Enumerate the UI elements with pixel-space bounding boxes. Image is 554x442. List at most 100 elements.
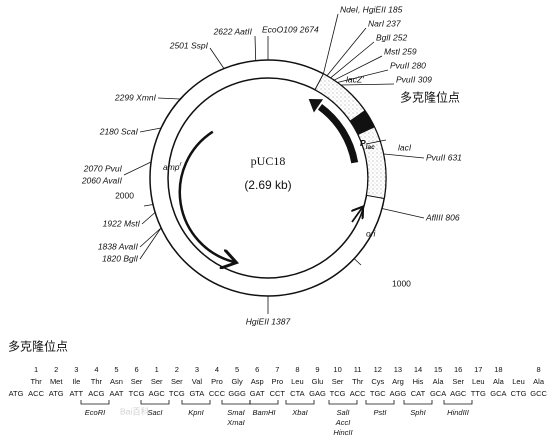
residue-number: 16 <box>454 365 462 374</box>
codon: TCG <box>330 389 346 398</box>
codon: CCC <box>209 389 226 398</box>
codon: TTG <box>471 389 486 398</box>
site-labels: NdeI, HgiEII 185 NarI 237 BglI 252 MstI … <box>81 4 462 326</box>
leader <box>209 47 225 69</box>
amino-acid: Pro <box>211 377 223 386</box>
leader <box>123 161 152 176</box>
amino-acid: Pro <box>271 377 283 386</box>
residue-number: 8 <box>537 365 541 374</box>
codon: AGG <box>390 389 407 398</box>
residue-number: 3 <box>74 365 78 374</box>
amino-acid: Thr <box>352 377 364 386</box>
leader <box>326 27 367 77</box>
enzyme-label: SacI <box>147 408 162 417</box>
residue-number: 1 <box>34 365 38 374</box>
amino-acid: Leu <box>472 377 485 386</box>
residue-number: 15 <box>434 365 442 374</box>
residue-number: 13 <box>394 365 402 374</box>
site-label: 2622 AatII <box>213 26 253 36</box>
enzyme-label: PstI <box>374 408 387 417</box>
residue-number: 4 <box>215 365 219 374</box>
residue-number: 17 <box>474 365 482 374</box>
codon: GCC <box>530 389 547 398</box>
site-bracket <box>443 400 473 405</box>
leader <box>139 227 162 260</box>
codon: CAT <box>411 389 426 398</box>
residue-number: 9 <box>315 365 319 374</box>
amino-acid: Ala <box>433 377 445 386</box>
enzyme-label: EcoRI <box>85 408 105 417</box>
site-label: PvuII 631 <box>426 152 462 162</box>
enzyme-label: XmaI <box>226 418 245 427</box>
enzyme-label: XbaI <box>291 408 307 417</box>
residue-number: 10 <box>333 365 341 374</box>
residue-number: 1 <box>155 365 159 374</box>
leader <box>383 153 425 159</box>
watermark: Bai百科 <box>120 406 150 416</box>
residue-number: 4 <box>94 365 98 374</box>
mcs-title: 多克隆位点 <box>8 339 68 354</box>
codon: TGC <box>370 389 386 398</box>
mcs-callout: 多克隆位点 <box>400 90 460 105</box>
residue-number: 18 <box>494 365 502 374</box>
site-bracket <box>328 400 358 405</box>
site-label: NarI 237 <box>368 18 401 28</box>
amino-acid: Ser <box>452 377 464 386</box>
enzyme-label: SalI <box>337 408 350 417</box>
leader <box>330 41 375 79</box>
position-label: 2000 <box>115 190 134 200</box>
position-label: 1000 <box>392 278 411 288</box>
codon: GAG <box>309 389 326 398</box>
amino-acid: Ser <box>171 377 183 386</box>
amino-acid: Ala <box>533 377 545 386</box>
plac-arrowhead <box>308 99 323 113</box>
site-label: 2070 PvuI <box>83 163 123 173</box>
codon: AGC <box>149 389 166 398</box>
amino-acid: Gly <box>231 377 243 386</box>
mcs-sequence: ATG 1 Thr ACC 2 Met ATG 3 Ile ATT 4 Thr ACG 5 Asn AAT 6 S… <box>9 365 548 437</box>
mcs-box <box>349 110 375 135</box>
amino-acid: Glu <box>312 377 324 386</box>
site-label: BglI 252 <box>376 32 407 42</box>
enzyme-label: SmaI <box>227 408 245 417</box>
site-label: EcoO109 2674 <box>262 24 319 34</box>
leader <box>141 212 156 225</box>
codon: CCT <box>270 389 286 398</box>
site-label: PvuII 309 <box>396 74 432 84</box>
gene-label: lacI <box>398 142 412 152</box>
leader <box>337 69 389 83</box>
plasmid-name: pUC18 <box>251 154 286 168</box>
lac-region <box>314 73 387 200</box>
amino-acid: Ser <box>332 377 344 386</box>
amino-acid: Asp <box>251 377 264 386</box>
amino-acid: Leu <box>512 377 525 386</box>
site-bracket <box>181 400 211 405</box>
residue-number: 8 <box>295 365 299 374</box>
codon: TCG <box>169 389 185 398</box>
site-label: AflIII 806 <box>425 212 460 222</box>
amino-acid: Ile <box>72 377 80 386</box>
codon: GTA <box>189 389 204 398</box>
residue-number: 6 <box>255 365 259 374</box>
codon: AGC <box>450 389 467 398</box>
codon: GCA <box>490 389 506 398</box>
amp-arrow <box>178 130 234 262</box>
site-bracket <box>221 400 251 405</box>
enzyme-label: HincII <box>333 428 352 437</box>
site-label: PvuII 280 <box>390 60 426 70</box>
enzyme-label: SphI <box>410 408 425 417</box>
amino-acid: His <box>413 377 424 386</box>
leader <box>157 97 181 100</box>
amino-acid: Met <box>50 377 63 386</box>
residue-number: 5 <box>114 365 118 374</box>
plac-arrow <box>317 103 359 164</box>
codon: ATT <box>69 389 83 398</box>
site-label: NdeI, HgiEII 185 <box>340 4 403 14</box>
gene-label: Plac <box>360 138 375 150</box>
residue-number: 6 <box>135 365 139 374</box>
site-label: 2060 AvaII <box>81 175 123 185</box>
site-label: 2501 SspI <box>169 40 209 50</box>
site-label: 2180 ScaI <box>99 126 139 136</box>
leader <box>139 227 162 248</box>
